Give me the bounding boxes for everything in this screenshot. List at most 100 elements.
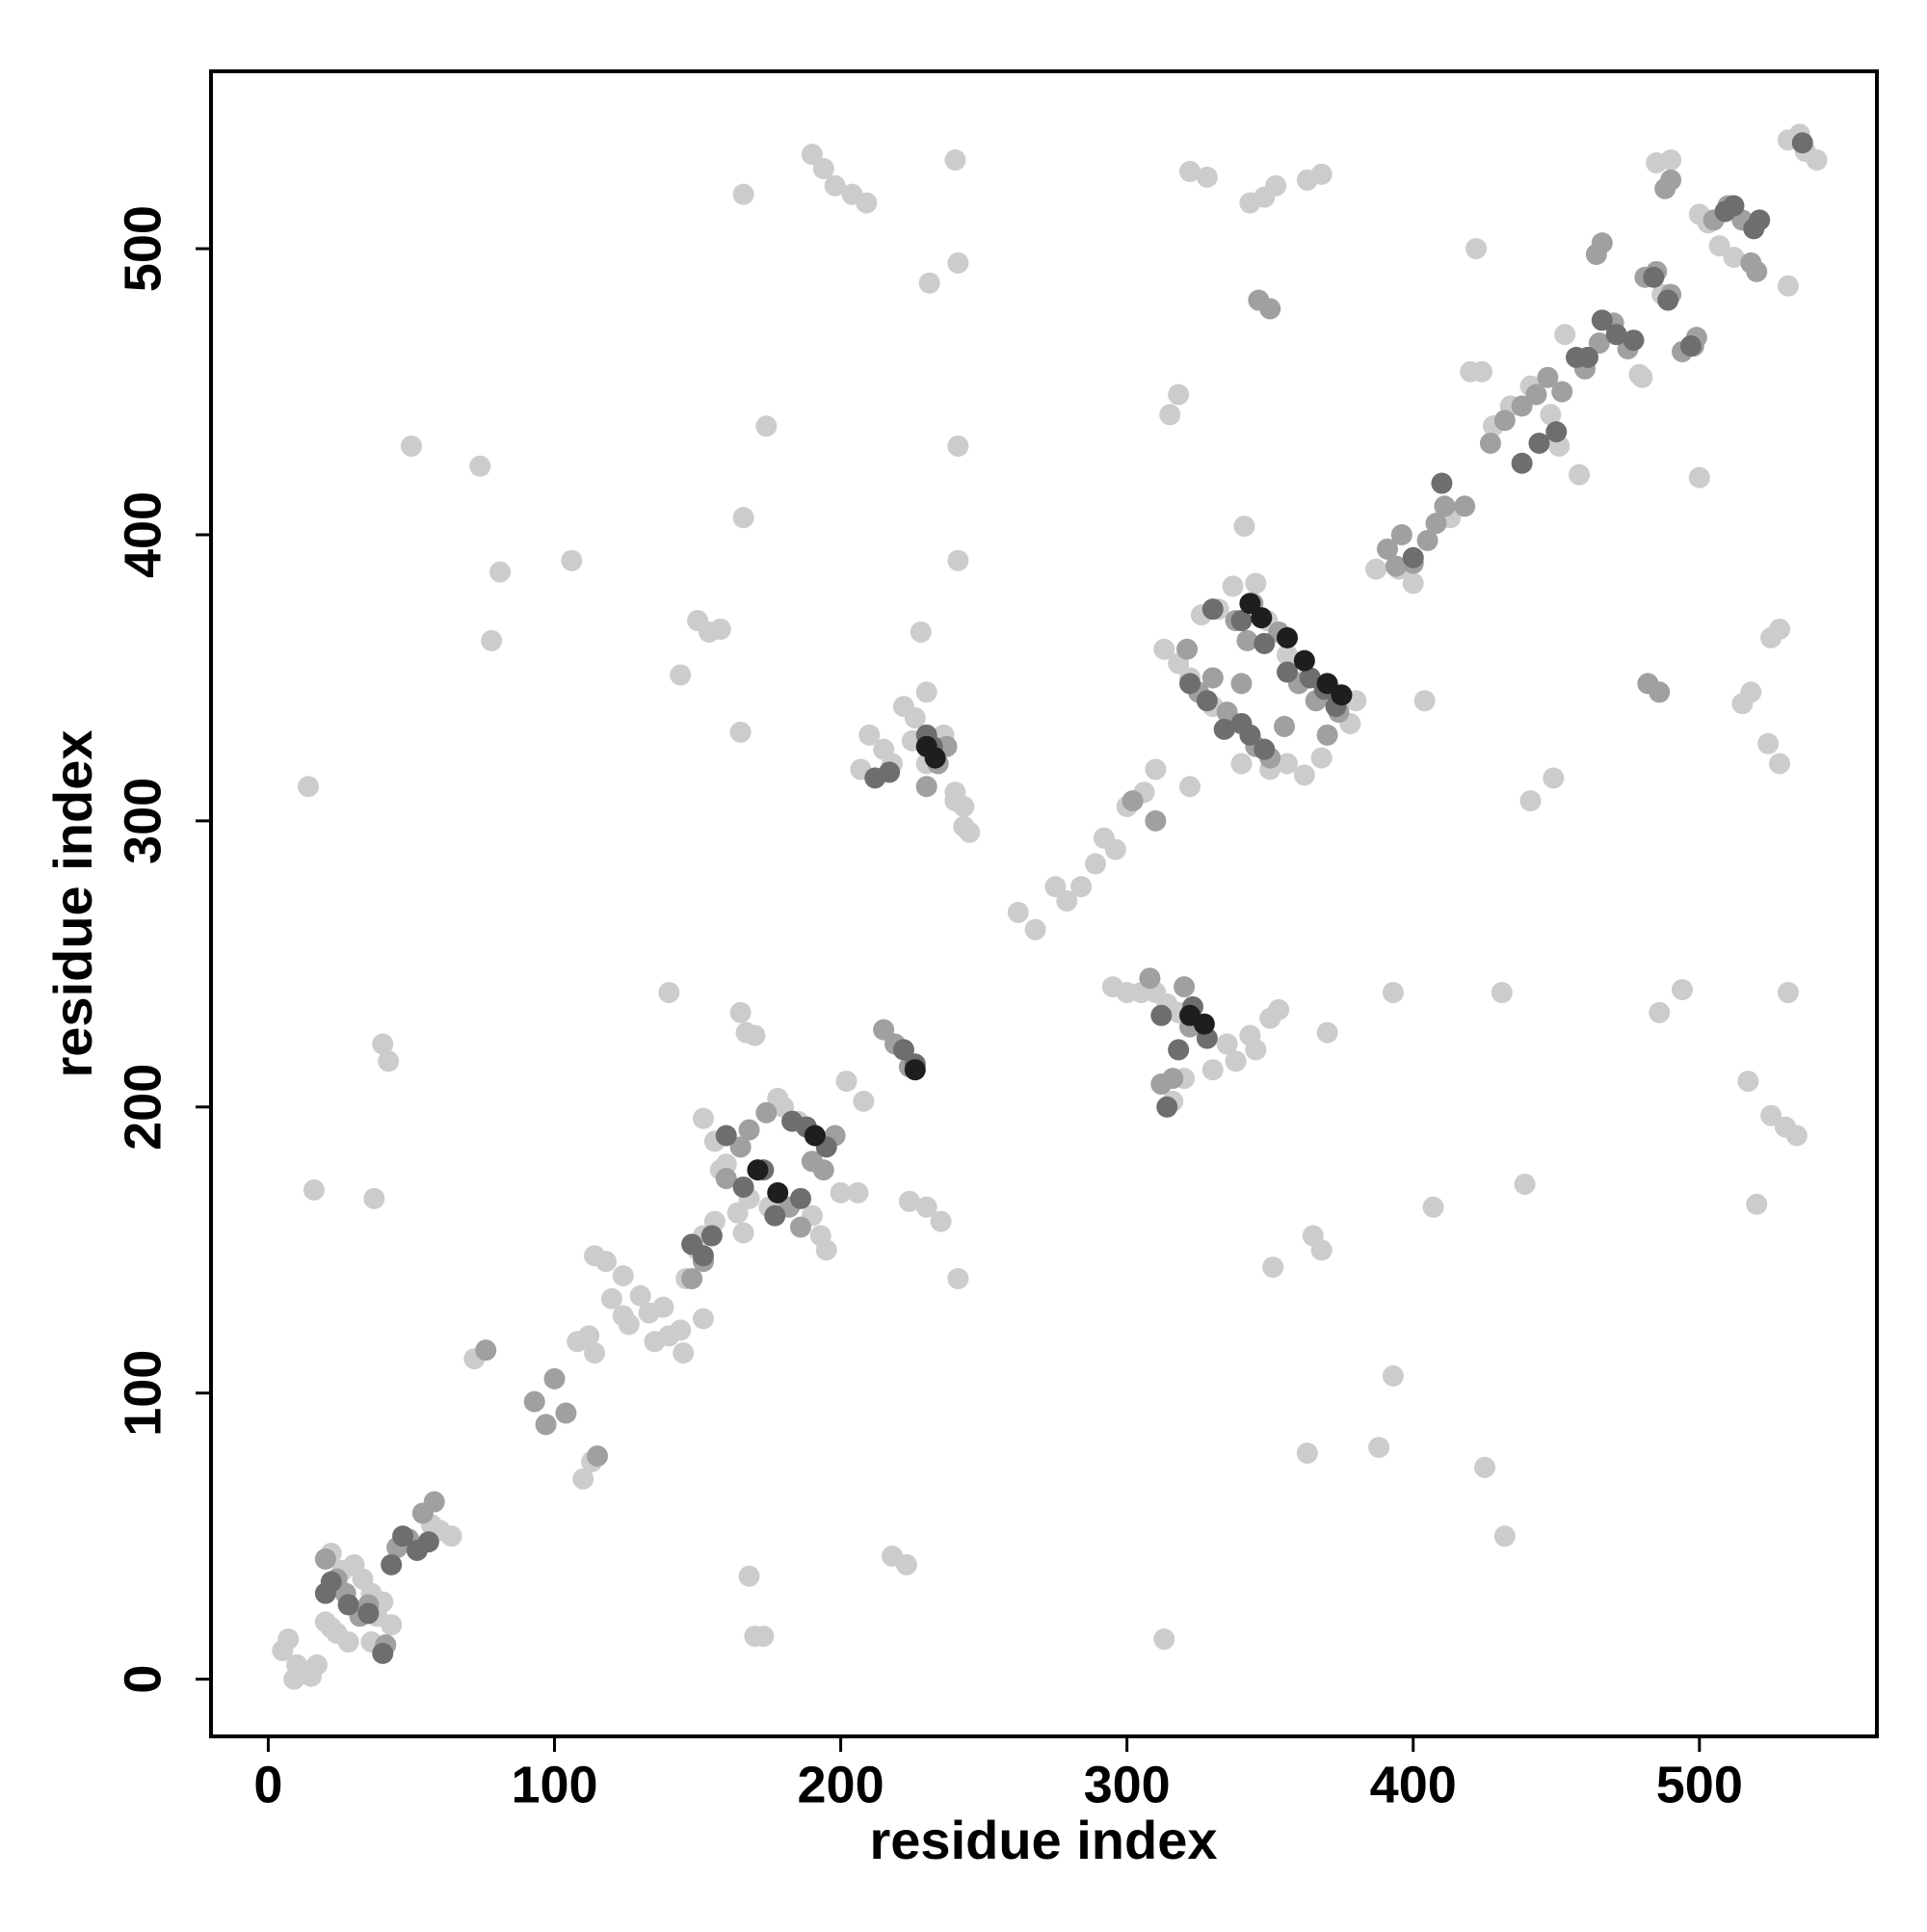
contact-point	[1382, 982, 1404, 1004]
contact-point	[944, 790, 966, 812]
contact-point	[812, 1159, 834, 1181]
contact-point	[320, 1571, 342, 1593]
contact-point	[1179, 160, 1201, 182]
contact-point	[1416, 529, 1439, 551]
contact-point	[658, 982, 680, 1004]
contact-point	[1145, 809, 1167, 832]
contact-point	[1150, 1004, 1173, 1026]
contact-point	[789, 1187, 811, 1209]
contact-point	[1213, 718, 1235, 740]
contact-point	[1139, 967, 1161, 990]
contact-point	[1153, 1628, 1175, 1651]
contact-point	[815, 1239, 837, 1261]
contact-point	[561, 549, 583, 571]
contact-point	[856, 192, 878, 214]
contact-point	[1277, 753, 1299, 775]
contact-point	[1757, 732, 1780, 754]
contact-point	[1070, 876, 1093, 898]
contact-point	[303, 1178, 325, 1201]
contact-point	[895, 1553, 917, 1575]
contact-point	[572, 1468, 594, 1490]
contact-point	[1688, 466, 1710, 489]
contact-point	[381, 1614, 403, 1636]
contact-point	[555, 1402, 577, 1424]
contact-point	[1316, 1021, 1338, 1044]
contact-point	[1591, 232, 1613, 254]
contact-point	[1277, 644, 1299, 666]
contact-point	[1479, 432, 1501, 454]
contact-point	[1768, 618, 1790, 640]
contact-point	[732, 1222, 754, 1244]
contact-point	[873, 1019, 895, 1041]
contact-point	[1179, 776, 1201, 798]
y-axis-label: residue index	[42, 729, 103, 1077]
contact-point	[1239, 593, 1261, 615]
contact-point	[892, 1039, 914, 1061]
y-tick-label: 400	[114, 491, 172, 578]
contact-point	[853, 1090, 875, 1112]
contact-point	[1296, 1442, 1318, 1465]
contact-point	[1649, 1001, 1671, 1023]
contact-point	[1262, 1257, 1284, 1279]
contact-point	[830, 1181, 852, 1204]
contact-point	[652, 1296, 674, 1318]
contact-point	[469, 455, 491, 477]
contact-point	[372, 1033, 394, 1055]
contact-point	[755, 415, 778, 437]
contact-point	[1293, 764, 1315, 786]
contact-point	[804, 1125, 826, 1147]
x-tick-label: 400	[1370, 1756, 1457, 1813]
contact-point	[1122, 790, 1144, 812]
contact-point	[1101, 976, 1123, 998]
contact-point	[1222, 575, 1244, 597]
contact-point	[1331, 684, 1353, 706]
contact-point	[1376, 538, 1398, 560]
contact-point	[1723, 246, 1745, 268]
contact-point	[747, 1159, 769, 1181]
contact-point	[681, 1267, 703, 1289]
contact-point	[357, 1602, 380, 1625]
contact-point	[1554, 324, 1576, 346]
contact-point	[1660, 149, 1682, 172]
contact-point	[752, 1626, 775, 1648]
contact-point	[363, 1187, 385, 1209]
contact-point	[1216, 701, 1238, 724]
contact-point	[947, 549, 969, 571]
contact-point	[523, 1390, 545, 1413]
contact-point	[1239, 724, 1261, 746]
contact-point	[726, 1202, 749, 1224]
contact-point	[587, 1445, 609, 1468]
contact-point	[1024, 918, 1046, 940]
contact-point	[904, 707, 926, 729]
contact-point	[1528, 432, 1550, 454]
contact-point	[1422, 1196, 1444, 1218]
contact-point	[378, 1050, 400, 1072]
contact-point	[1791, 132, 1813, 154]
contact-point	[1737, 1071, 1759, 1093]
contact-point	[1230, 753, 1253, 775]
y-tick-label: 300	[114, 778, 172, 864]
contact-point	[1671, 979, 1693, 1001]
contact-point	[1723, 195, 1745, 217]
contact-point	[930, 1210, 952, 1232]
contact-point	[1174, 976, 1196, 998]
contact-point	[417, 1531, 439, 1553]
contact-point	[959, 821, 981, 843]
contact-point	[947, 1267, 969, 1289]
x-axis-label: residue index	[869, 1810, 1217, 1870]
contact-point	[283, 1668, 305, 1690]
points	[272, 123, 1828, 1690]
contact-point	[1760, 1104, 1782, 1126]
contact-point	[1265, 174, 1287, 197]
contact-point	[305, 1654, 328, 1676]
contact-point	[1179, 673, 1201, 695]
contact-point	[1569, 463, 1591, 486]
contact-point	[1660, 169, 1682, 191]
contact-point	[915, 681, 937, 703]
contact-point	[670, 664, 692, 686]
contact-point	[1216, 1033, 1238, 1055]
contact-point	[1431, 472, 1453, 494]
contact-point	[298, 776, 320, 798]
x-tick-label: 0	[253, 1756, 282, 1813]
